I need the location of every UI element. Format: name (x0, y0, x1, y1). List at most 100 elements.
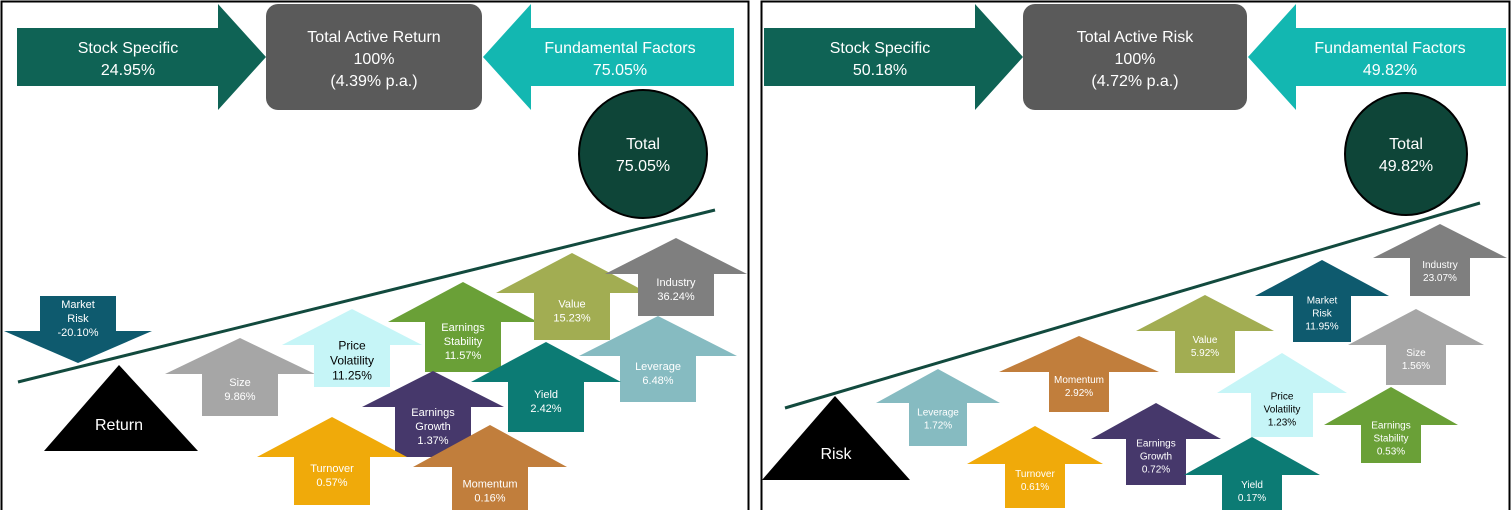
right-circle-value: 49.82% (1379, 158, 1433, 175)
right-price-volatility-label: Price (1271, 392, 1294, 403)
left-fulcrum-label: Return (95, 417, 143, 434)
left-size-label: Size (229, 377, 250, 389)
left-turnover-arrow (257, 417, 407, 505)
right-fundamental-value: 49.82% (1363, 62, 1417, 79)
right-market-risk-value: 11.95% (1305, 322, 1338, 333)
right-momentum-label: Momentum (1054, 375, 1104, 386)
left-size-arrow (165, 338, 315, 416)
right-fulcrum-triangle (762, 396, 910, 480)
left-earnings-stability-label: Earnings (441, 322, 485, 334)
left-market-risk-label: Risk (67, 313, 89, 325)
right-value-arrow (1136, 295, 1274, 373)
left-momentum-value: 0.16% (474, 493, 505, 505)
right-earnings-growth-label: Growth (1140, 452, 1172, 463)
left-total-title: Total Active Return (307, 29, 440, 46)
left-factor-arrows: Market Risk -20.10% Size 9.86% PriceVolatilit… (4, 238, 747, 510)
right-circle-label: Total (1389, 136, 1423, 153)
left-fundamental-value: 75.05% (593, 62, 647, 79)
left-stock-specific-arrow (17, 4, 266, 110)
right-leverage-arrow (876, 369, 1000, 446)
left-market-risk-arrow (4, 296, 152, 363)
right-stock-specific-label: Stock Specific (830, 40, 930, 57)
left-earnings-growth-label: Growth (415, 421, 450, 433)
right-yield-arrow (1184, 437, 1320, 510)
left-stock-specific-value: 24.95% (101, 62, 155, 79)
right-stock-specific-arrow (764, 4, 1023, 110)
right-earnings-stability-value: 0.53% (1377, 447, 1405, 458)
right-earnings-stability-label: Earnings (1371, 421, 1410, 432)
right-yield-label: Yield (1241, 480, 1263, 491)
left-yield-label: Yield (534, 389, 558, 401)
right-price-volatility-label: Volatility (1264, 405, 1301, 416)
left-momentum-label: Momentum (462, 479, 517, 491)
right-fulcrum-label: Risk (820, 446, 852, 463)
left-earnings-growth-label: Earnings (411, 407, 455, 419)
left-size-value: 9.86% (224, 391, 255, 403)
right-stock-specific-value: 50.18% (853, 62, 907, 79)
left-circle-value: 75.05% (616, 158, 670, 175)
right-market-risk-label: Market (1307, 296, 1338, 307)
left-total-pct: 100% (354, 51, 395, 68)
left-total-pa: (4.39% p.a.) (330, 73, 417, 90)
left-turnover-value: 0.57% (316, 477, 347, 489)
left-circle-label: Total (626, 136, 660, 153)
left-price-volatility-label: Volatility (330, 354, 374, 368)
right-panel: Stock Specific 50.18% Total Active Risk … (762, 4, 1507, 510)
left-market-risk-label: Market (61, 299, 95, 311)
left-momentum-arrow (413, 425, 567, 510)
right-price-volatility-value: 1.23% (1268, 418, 1296, 429)
right-industry-value: 23.07% (1423, 273, 1457, 284)
left-price-volatility-value: 11.25% (332, 369, 372, 383)
left-earnings-stability-arrow (388, 282, 538, 372)
right-industry-label: Industry (1422, 260, 1458, 271)
left-industry-arrow (605, 238, 747, 316)
left-panel-border (0, 0, 750, 510)
right-momentum-arrow (999, 336, 1159, 412)
left-balance-beam (17, 208, 716, 384)
left-earnings-stability-value: 11.57% (445, 350, 482, 362)
left-market-risk-value: -20.10% (58, 327, 99, 339)
right-market-risk-label: Risk (1312, 309, 1332, 320)
right-fundamental-label: Fundamental Factors (1314, 40, 1465, 57)
left-panel: Stock Specific 24.95% Total Active Retur… (4, 4, 747, 510)
right-turnover-label: Turnover (1015, 469, 1055, 480)
right-market-risk-arrow (1255, 260, 1389, 342)
left-earnings-growth-value: 1.37% (417, 435, 448, 447)
left-earnings-growth-arrow (362, 371, 504, 457)
right-price-volatility-arrow (1217, 353, 1347, 437)
left-price-volatility-label: Price (338, 339, 366, 353)
right-panel-border (760, 0, 1511, 510)
right-value-value: 5.92% (1191, 348, 1219, 359)
right-total-circle (1344, 92, 1468, 216)
right-industry-arrow (1373, 224, 1507, 296)
right-earnings-stability-label: Stability (1373, 434, 1408, 445)
right-earnings-growth-value: 0.72% (1142, 465, 1170, 476)
left-total-circle (578, 89, 708, 219)
left-leverage-label: Leverage (635, 361, 681, 373)
left-price-volatility-arrow (282, 309, 422, 387)
left-stock-specific-label: Stock Specific (78, 40, 178, 57)
right-size-value: 1.56% (1402, 361, 1430, 372)
left-industry-label: Industry (656, 277, 696, 289)
right-turnover-value: 0.61% (1021, 482, 1049, 493)
right-fundamental-arrow (1248, 4, 1506, 110)
left-earnings-stability-label: Stability (444, 336, 483, 348)
right-size-arrow (1348, 309, 1484, 385)
right-earnings-growth-arrow (1091, 403, 1221, 485)
right-value-label: Value (1193, 335, 1218, 346)
left-fulcrum-triangle (44, 365, 198, 451)
right-total-pa: (4.72% p.a.) (1091, 73, 1178, 90)
right-leverage-label: Leverage (917, 408, 959, 419)
right-factor-arrows: Industry 23.07% Market Risk 11.95% Size 1.56% V… (876, 224, 1507, 510)
left-leverage-arrow (579, 316, 737, 402)
left-leverage-value: 6.48% (642, 375, 673, 387)
right-total-title: Total Active Risk (1077, 29, 1194, 46)
right-leverage-value: 1.72% (924, 421, 952, 432)
left-yield-value: 2.42% (530, 403, 561, 415)
right-total-pct: 100% (1115, 51, 1156, 68)
left-turnover-label: Turnover (310, 463, 354, 475)
left-yield-arrow (471, 342, 621, 432)
right-yield-value: 0.17% (1238, 493, 1266, 504)
left-fundamental-label: Fundamental Factors (544, 40, 695, 57)
right-momentum-value: 2.92% (1065, 388, 1093, 399)
